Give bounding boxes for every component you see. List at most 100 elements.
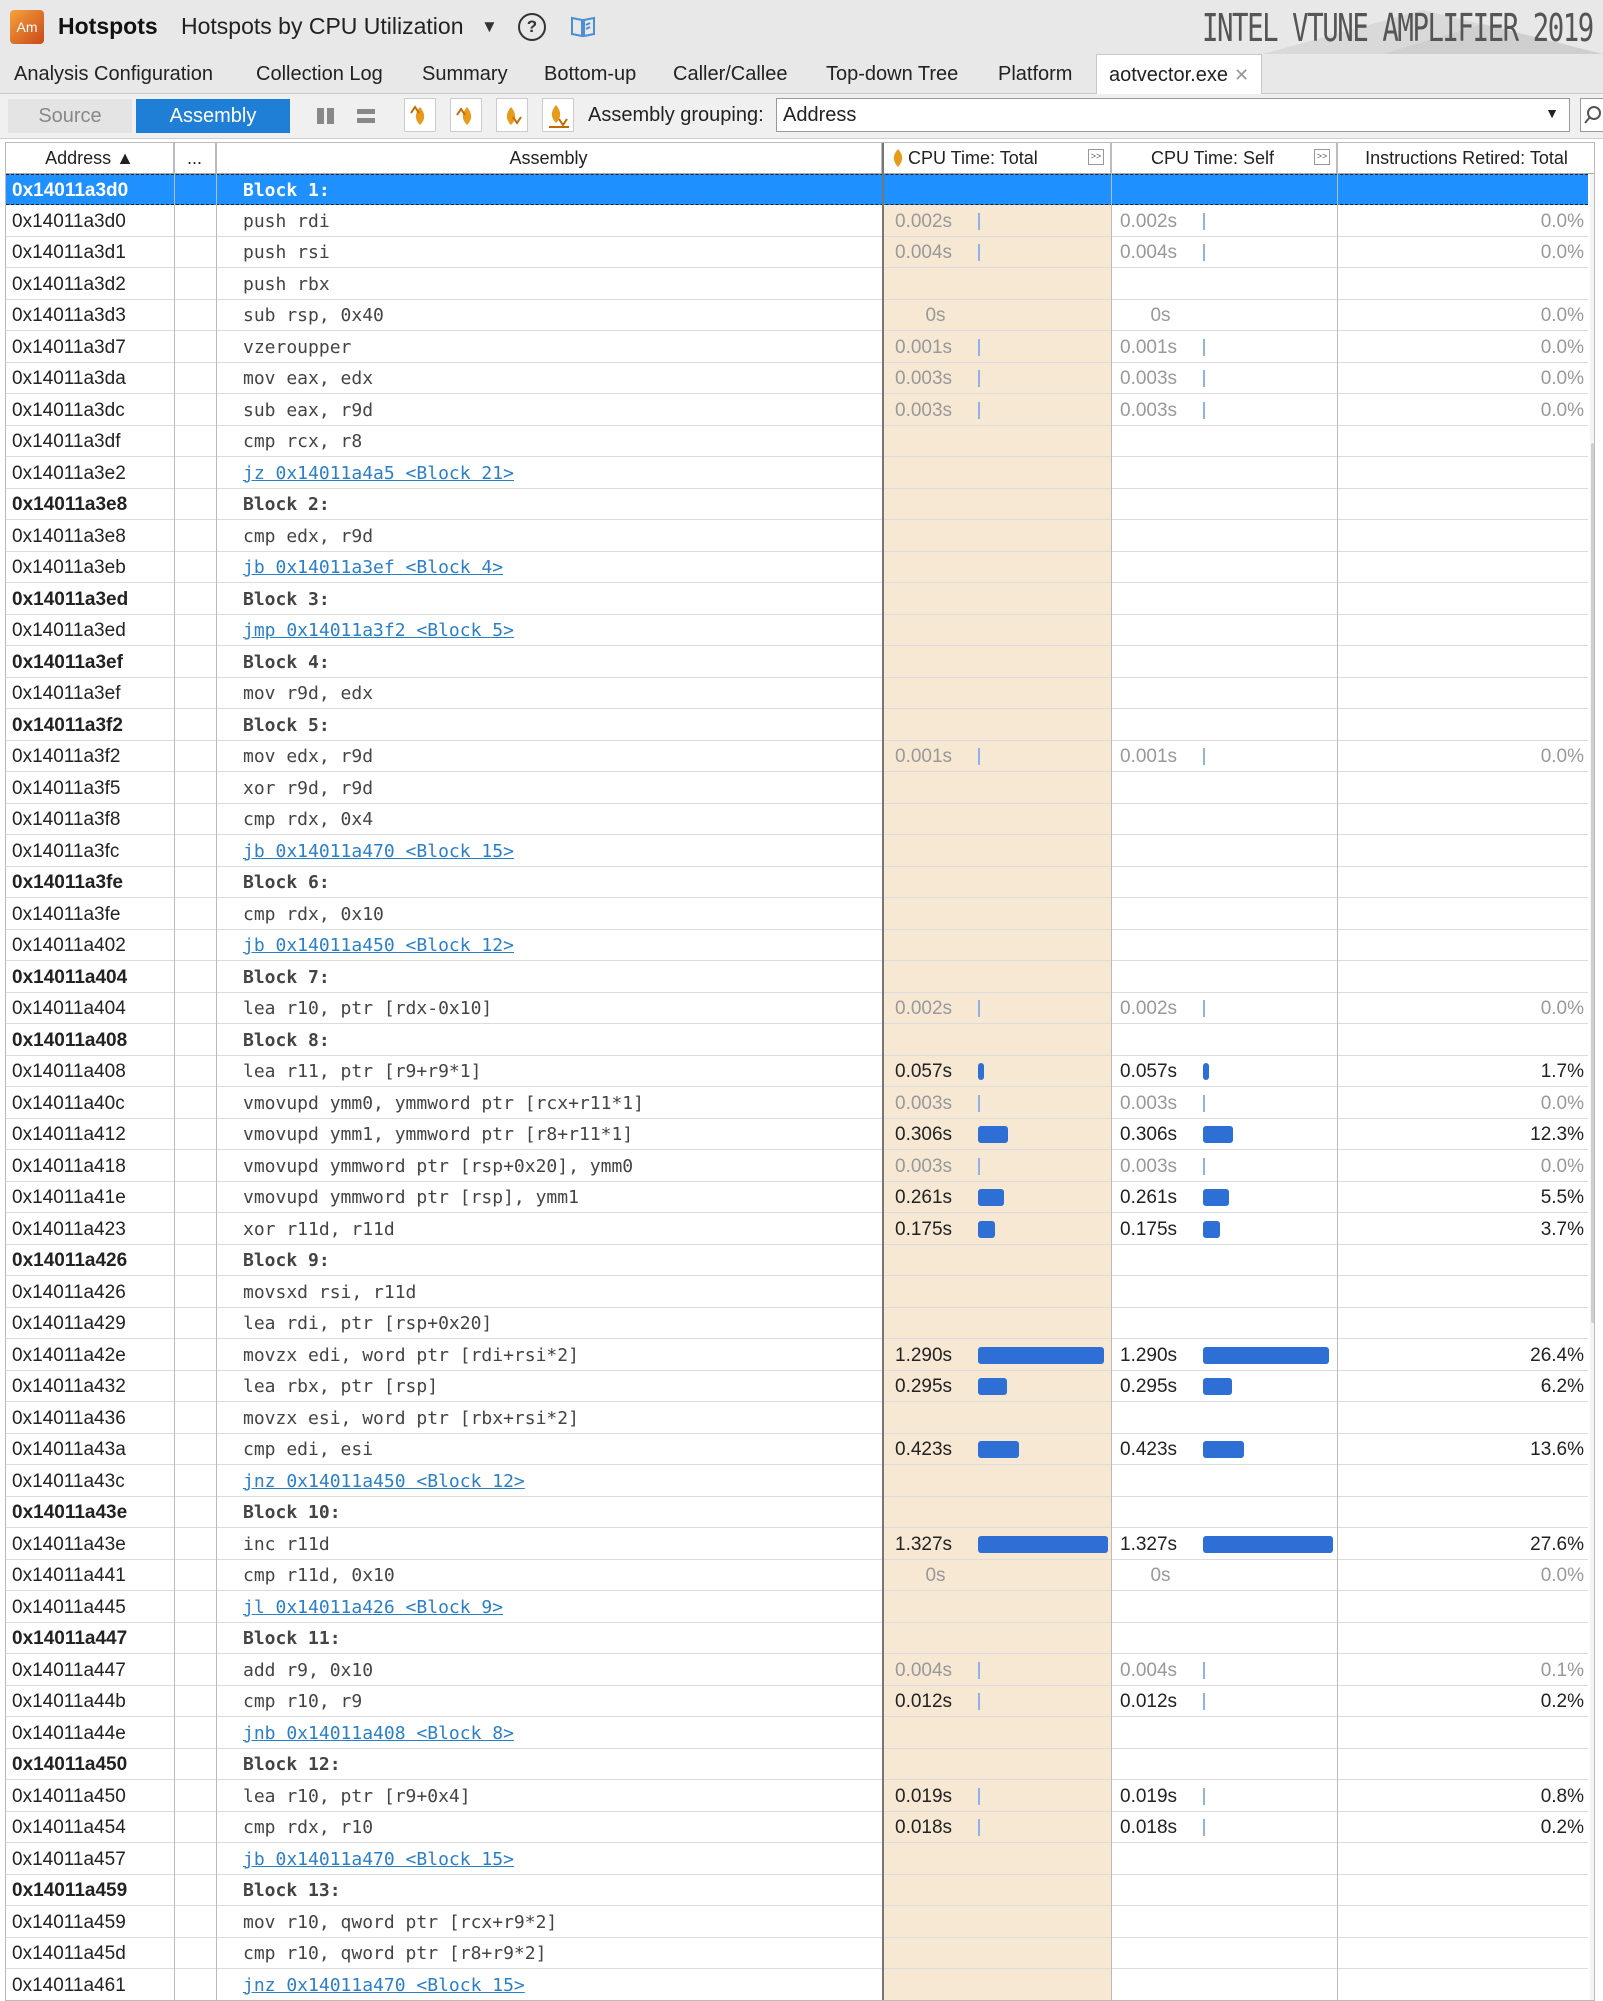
close-icon[interactable]: ✕ [1233, 65, 1250, 85]
table-row[interactable]: 0x14011a3f8 cmp rdx, 0x4 [6, 804, 1588, 835]
table-row[interactable]: 0x14011a450 lea r10, ptr [r9+0x4] 0.019s 0.… [6, 1781, 1588, 1812]
table-row[interactable]: 0x14011a41e vmovupd ymmword ptr [rsp], ym… [6, 1182, 1588, 1213]
table-row[interactable]: 0x14011a3d7 vzeroupper 0.001s 0.001s 0.0% [6, 332, 1588, 363]
table-row[interactable]: 0x14011a432 lea rbx, ptr [rsp] 0.295s 0.295… [6, 1371, 1588, 1402]
chevron-down-icon[interactable]: ▼ [481, 17, 498, 36]
scrollbar-thumb[interactable] [1591, 443, 1594, 1323]
table-row[interactable]: 0x14011a441 cmp r11d, 0x10 0s 0s 0.0% [6, 1560, 1588, 1591]
tab-top-down-tree[interactable]: Top-down Tree [826, 63, 959, 85]
table-row[interactable]: 0x14011a3fc jb 0x14011a470 <Block 15> [6, 836, 1588, 867]
block-header-row[interactable]: 0x14011a450 Block 12: [6, 1749, 1588, 1780]
block-header-row[interactable]: 0x14011a43e Block 10: [6, 1497, 1588, 1528]
source-button[interactable]: Source [8, 99, 132, 133]
table-row[interactable]: 0x14011a408 lea r11, ptr [r9+r9*1] 0.057s 0… [6, 1056, 1588, 1087]
table-row[interactable]: 0x14011a457 jb 0x14011a470 <Block 15> [6, 1844, 1588, 1875]
book-icon[interactable] [570, 14, 596, 38]
table-row[interactable]: 0x14011a3d0 push rdi 0.002s 0.002s 0.0% [6, 206, 1588, 237]
stacked-layout-icon[interactable] [356, 107, 376, 125]
table-row[interactable]: 0x14011a3d2 push rbx [6, 269, 1588, 300]
jump-target-link[interactable]: jnb 0x14011a408 <Block 8> [243, 1722, 514, 1744]
table-row[interactable]: 0x14011a3fe cmp rdx, 0x10 [6, 899, 1588, 930]
table-row[interactable]: 0x14011a461 jnz 0x14011a470 <Block 15> [6, 1970, 1588, 2000]
jump-target-link[interactable]: jnz 0x14011a450 <Block 12> [243, 1470, 525, 1492]
block-header-row[interactable]: 0x14011a3f2 Block 5: [6, 710, 1588, 741]
table-row[interactable]: 0x14011a429 lea rdi, ptr [rsp+0x20] [6, 1308, 1588, 1339]
side-by-side-layout-icon[interactable] [316, 107, 336, 125]
table-row[interactable]: 0x14011a43e inc r11d 1.327s 1.327s 27.6% [6, 1529, 1588, 1560]
table-row[interactable]: 0x14011a454 cmp rdx, r10 0.018s 0.018s 0.2% [6, 1812, 1588, 1843]
jump-target-link[interactable]: jz 0x14011a4a5 <Block 21> [243, 462, 514, 484]
help-icon[interactable]: ? [518, 13, 546, 41]
block-header-row[interactable]: 0x14011a3d0 Block 1: [6, 174, 1588, 205]
block-header-row[interactable]: 0x14011a3fe Block 6: [6, 867, 1588, 898]
block-header-row[interactable]: 0x14011a3ef Block 4: [6, 647, 1588, 678]
search-icon[interactable] [1580, 98, 1603, 132]
table-row[interactable]: 0x14011a43c jnz 0x14011a450 <Block 12> [6, 1466, 1588, 1497]
block-header-row[interactable]: 0x14011a459 Block 13: [6, 1875, 1588, 1906]
block-header-row[interactable]: 0x14011a426 Block 9: [6, 1245, 1588, 1276]
tab-analysis-configuration[interactable]: Analysis Configuration [14, 63, 213, 85]
table-row[interactable]: 0x14011a404 lea r10, ptr [rdx-0x10] 0.002s… [6, 993, 1588, 1024]
table-row[interactable]: 0x14011a436 movzx esi, word ptr [rbx+rsi*… [6, 1403, 1588, 1434]
table-row[interactable]: 0x14011a459 mov r10, qword ptr [rcx+r9*2] [6, 1907, 1588, 1938]
table-row[interactable]: 0x14011a3f5 xor r9d, r9d [6, 773, 1588, 804]
table-row[interactable]: 0x14011a43a cmp edi, esi 0.423s 0.423s 13.6% [6, 1434, 1588, 1465]
column-header-instructions[interactable]: Instructions Retired: Total [1365, 148, 1568, 168]
table-row[interactable]: 0x14011a418 vmovupd ymmword ptr [rsp+0x20… [6, 1151, 1588, 1182]
table-row[interactable]: 0x14011a44b cmp r10, r9 0.012s 0.012s 0.2% [6, 1686, 1588, 1717]
hotspot-nav-last-button[interactable] [542, 98, 574, 132]
jump-target-link[interactable]: jb 0x14011a470 <Block 15> [243, 840, 514, 862]
table-row[interactable]: 0x14011a445 jl 0x14011a426 <Block 9> [6, 1592, 1588, 1623]
table-row[interactable]: 0x14011a3e8 cmp edx, r9d [6, 521, 1588, 552]
table-row[interactable]: 0x14011a426 movsxd rsi, r11d [6, 1277, 1588, 1308]
table-row[interactable]: 0x14011a3d3 sub rsp, 0x40 0s 0s 0.0% [6, 300, 1588, 331]
table-row[interactable]: 0x14011a447 add r9, 0x10 0.004s 0.004s 0.1% [6, 1655, 1588, 1686]
jump-target-link[interactable]: jl 0x14011a426 <Block 9> [243, 1596, 504, 1618]
table-row[interactable]: 0x14011a3dc sub eax, r9d 0.003s 0.003s 0.0% [6, 395, 1588, 426]
analysis-type[interactable]: Hotspots by CPU Utilization [181, 13, 464, 39]
hotspot-nav-previous-button[interactable] [450, 98, 482, 132]
jump-target-link[interactable]: jb 0x14011a450 <Block 12> [243, 935, 514, 956]
table-row[interactable]: 0x14011a3da mov eax, edx 0.003s 0.003s 0.0% [6, 363, 1588, 394]
block-header-row[interactable]: 0x14011a404 Block 7: [6, 962, 1588, 993]
table-row[interactable]: 0x14011a3df cmp rcx, r8 [6, 426, 1588, 457]
jump-target-link[interactable]: jb 0x14011a3ef <Block 4> [243, 557, 504, 578]
tab-caller-callee[interactable]: Caller/Callee [673, 63, 788, 85]
table-row[interactable]: 0x14011a42e movzx edi, word ptr [rdi+rsi*… [6, 1340, 1588, 1371]
table-row[interactable]: 0x14011a40c vmovupd ymm0, ymmword ptr [rc… [6, 1088, 1588, 1119]
table-row[interactable]: 0x14011a412 vmovupd ymm1, ymmword ptr [r8… [6, 1119, 1588, 1150]
tab-summary[interactable]: Summary [422, 63, 508, 85]
hotspot-nav-first-button[interactable] [404, 98, 436, 132]
block-header-row[interactable]: 0x14011a3e8 Block 2: [6, 489, 1588, 520]
table-row[interactable]: 0x14011a3ed jmp 0x14011a3f2 <Block 5> [6, 615, 1588, 646]
column-header-cpu-self[interactable]: CPU Time: Self >> [1111, 143, 1337, 173]
jump-target-link[interactable]: jb 0x14011a470 <Block 15> [243, 1848, 514, 1870]
block-header-row[interactable]: 0x14011a408 Block 8: [6, 1025, 1588, 1056]
table-row[interactable]: 0x14011a3e2 jz 0x14011a4a5 <Block 21> [6, 458, 1588, 489]
column-header-assembly[interactable]: Assembly [216, 143, 882, 173]
block-header-row[interactable]: 0x14011a3ed Block 3: [6, 584, 1588, 615]
expand-column-icon[interactable]: >> [1314, 149, 1330, 165]
jump-target-link[interactable]: jnz 0x14011a470 <Block 15> [243, 1974, 525, 1996]
table-row[interactable]: 0x14011a45d cmp r10, qword ptr [r8+r9*2] [6, 1938, 1588, 1969]
table-row[interactable]: 0x14011a3d1 push rsi 0.004s 0.004s 0.0% [6, 237, 1588, 268]
tab-aotvector[interactable]: aotvector.exe ✕ [1096, 54, 1263, 94]
hotspot-nav-next-button[interactable] [496, 98, 528, 132]
tab-bottom-up[interactable]: Bottom-up [544, 63, 637, 85]
column-header-more[interactable]: ... [174, 143, 216, 173]
table-row[interactable]: 0x14011a3eb jb 0x14011a3ef <Block 4> [6, 552, 1588, 583]
tab-collection-log[interactable]: Collection Log [256, 63, 383, 85]
tab-platform[interactable]: Platform [998, 63, 1073, 85]
table-row[interactable]: 0x14011a3f2 mov edx, r9d 0.001s 0.001s 0.0% [6, 741, 1588, 772]
jump-target-link[interactable]: jmp 0x14011a3f2 <Block 5> [243, 620, 514, 641]
table-row[interactable]: 0x14011a402 jb 0x14011a450 <Block 12> [6, 930, 1588, 961]
block-header-row[interactable]: 0x14011a447 Block 11: [6, 1623, 1588, 1654]
column-header-cpu-total[interactable]: CPU Time: Total >> [882, 143, 1111, 173]
table-row[interactable]: 0x14011a3ef mov r9d, edx [6, 678, 1588, 709]
column-header-address[interactable]: Address ▲ [6, 143, 174, 173]
table-row[interactable]: 0x14011a423 xor r11d, r11d 0.175s 0.175s 3.7… [6, 1214, 1588, 1245]
table-row[interactable]: 0x14011a44e jnb 0x14011a408 <Block 8> [6, 1718, 1588, 1749]
expand-column-icon[interactable]: >> [1088, 149, 1104, 165]
assembly-button[interactable]: Assembly [136, 99, 290, 133]
assembly-grouping-select[interactable]: Address ▼ [776, 98, 1570, 132]
